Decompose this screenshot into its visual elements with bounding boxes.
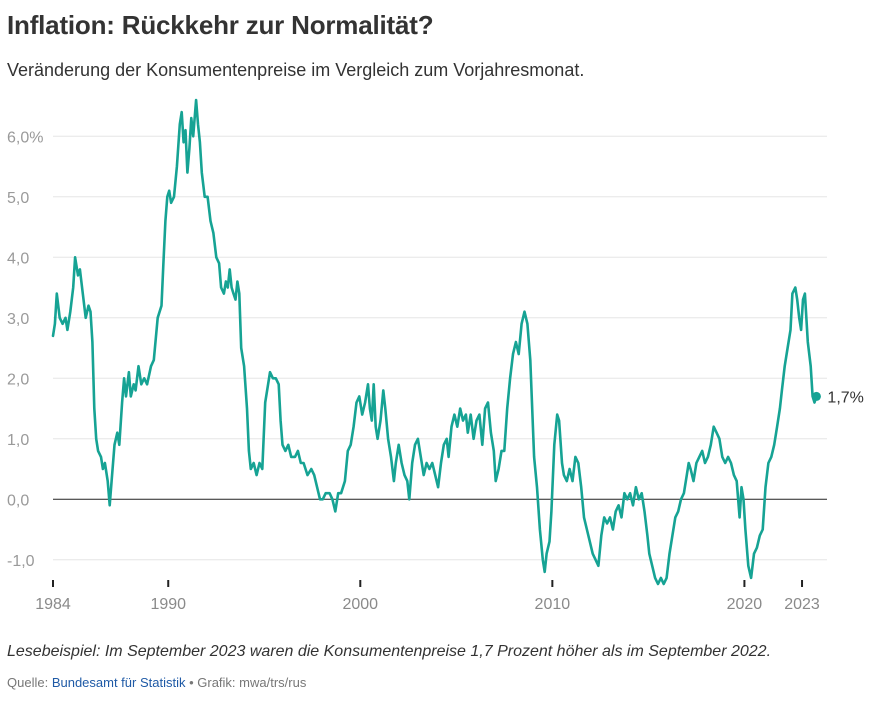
x-tick-label: 2023	[784, 596, 820, 613]
y-tick-label: 6,0%	[7, 129, 43, 146]
end-point-marker	[811, 391, 821, 401]
series-line-inflation	[51, 98, 818, 586]
y-tick-label: 0,0	[7, 492, 29, 509]
y-tick-label: 1,0	[7, 432, 29, 449]
source-separator: •	[185, 675, 198, 690]
x-tick-label: 2020	[727, 596, 763, 613]
series-layer	[51, 98, 818, 586]
graphic-credit: Grafik: mwa/trs/rus	[197, 675, 307, 690]
end-point-label: 1,7%	[827, 389, 863, 406]
source-prefix: Quelle:	[7, 675, 52, 690]
chart-title: Inflation: Rückkehr zur Normalität?	[7, 10, 434, 40]
source-link[interactable]: Bundesamt für Statistik	[51, 675, 186, 690]
x-tick-label: 1984	[35, 596, 71, 613]
reading-example-note: Lesebeispiel: Im September 2023 waren di…	[7, 643, 772, 660]
x-tick-label: 2010	[535, 596, 571, 613]
gridlines	[53, 135, 827, 561]
chart-subtitle: Veränderung der Konsumentenpreise im Ver…	[7, 60, 585, 80]
y-axis-tick-labels: -1,0 0,0 1,0 2,0 3,0 4,0 5,0 6,0%	[7, 129, 43, 569]
y-tick-label: 3,0	[7, 311, 29, 328]
y-tick-label: -1,0	[7, 553, 35, 570]
y-tick-label: 4,0	[7, 250, 29, 267]
x-axis-ticks: 1984 1990 2000 2010 2020 2023	[35, 580, 820, 613]
y-tick-label: 5,0	[7, 190, 29, 207]
source-credit: Quelle: Bundesamt für Statistik • Grafik…	[7, 675, 306, 690]
y-tick-label: 2,0	[7, 371, 29, 388]
x-tick-label: 1990	[150, 596, 186, 613]
inflation-line-chart: -1,0 0,0 1,0 2,0 3,0 4,0 5,0 6,0% 1984 1990 2000 2…	[7, 98, 864, 613]
x-tick-label: 2000	[342, 596, 378, 613]
